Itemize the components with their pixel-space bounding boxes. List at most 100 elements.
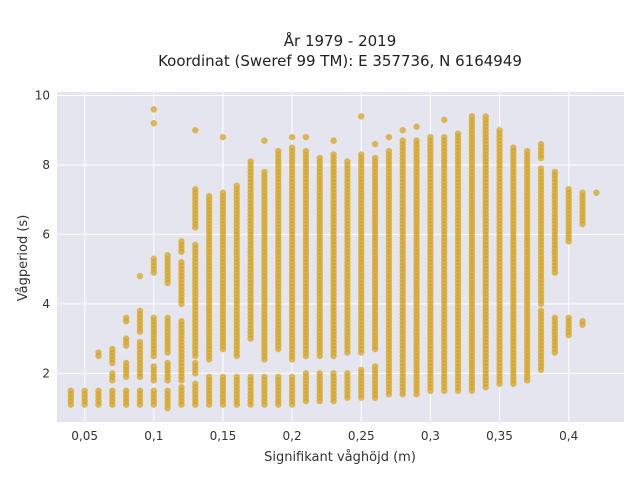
- data-point: [454, 130, 462, 137]
- data-point: [316, 154, 323, 162]
- data-point: [537, 307, 545, 315]
- data-point: [288, 133, 296, 141]
- data-point: [427, 133, 434, 141]
- data-point: [122, 335, 130, 342]
- data-point: [81, 387, 88, 394]
- x-tick-label: 0,35: [486, 429, 513, 443]
- data-point: [150, 387, 157, 394]
- data-point: [330, 370, 337, 377]
- data-point: [109, 387, 116, 394]
- x-tick-label: 0,05: [71, 429, 98, 443]
- data-point: [371, 140, 379, 148]
- y-tick-label: 8: [42, 158, 50, 172]
- data-point: [150, 363, 157, 370]
- data-point: [288, 373, 296, 381]
- data-point: [233, 373, 240, 381]
- data-point: [413, 123, 420, 130]
- data-point: [136, 387, 144, 394]
- data-point: [482, 113, 489, 120]
- data-point: [385, 147, 393, 155]
- data-point: [593, 189, 600, 196]
- x-tick-label: 0,2: [283, 429, 302, 443]
- data-point: [150, 255, 157, 262]
- data-point: [288, 144, 296, 151]
- x-tick-label: 0,3: [421, 429, 440, 443]
- data-point: [164, 387, 171, 394]
- data-point: [219, 133, 227, 141]
- data-point: [551, 168, 559, 176]
- y-tick-label: 6: [42, 227, 50, 241]
- data-point: [344, 370, 351, 377]
- data-point: [358, 151, 365, 158]
- data-point: [261, 168, 268, 176]
- data-point: [358, 113, 365, 120]
- x-tick-label: 0,1: [144, 429, 163, 443]
- data-point: [136, 307, 144, 315]
- data-point: [67, 387, 75, 394]
- data-point: [371, 154, 379, 162]
- data-point: [95, 349, 102, 356]
- data-point: [510, 144, 517, 151]
- x-tick-label: 0,4: [559, 429, 578, 443]
- chart-title-line-2: Koordinat (Sweref 99 TM): E 357736, N 61…: [158, 52, 522, 70]
- data-point: [164, 252, 171, 259]
- data-point: [178, 259, 185, 266]
- data-point: [344, 158, 351, 165]
- data-point: [468, 113, 476, 120]
- y-tick-labels: 2 4 6 8 10: [35, 88, 50, 380]
- x-tick-label: 0,25: [348, 429, 375, 443]
- data-point: [178, 238, 185, 245]
- data-point: [192, 241, 199, 249]
- data-point: [261, 137, 268, 144]
- data-point: [150, 120, 157, 127]
- data-point: [219, 189, 227, 196]
- data-point: [219, 373, 227, 381]
- data-point: [399, 127, 406, 134]
- data-point: [330, 151, 337, 158]
- data-point: [579, 318, 586, 325]
- data-point: [136, 338, 144, 346]
- data-point: [579, 189, 586, 196]
- data-point: [261, 373, 268, 381]
- data-point: [122, 314, 130, 321]
- data-point: [565, 314, 572, 321]
- y-tick-label: 4: [42, 297, 50, 311]
- x-tick-labels: 0,05 0,1 0,15 0,2 0,25 0,3 0,35 0,4: [71, 429, 578, 443]
- data-point: [441, 133, 448, 141]
- data-point: [150, 314, 157, 321]
- data-point: [164, 359, 171, 367]
- data-point: [399, 137, 406, 144]
- data-point: [385, 133, 393, 141]
- chart-title-line-1: År 1979 - 2019: [284, 31, 397, 50]
- x-axis-label: Signifikant våghöjd (m): [264, 450, 416, 465]
- y-axis-label: Vågperiod (s): [16, 215, 31, 302]
- data-point: [316, 370, 323, 377]
- data-point: [233, 182, 240, 189]
- data-point: [551, 314, 559, 321]
- data-point: [109, 370, 116, 377]
- data-point: [192, 359, 199, 367]
- data-point: [122, 387, 130, 394]
- data-point: [178, 384, 185, 391]
- data-point: [247, 158, 254, 165]
- data-point: [302, 370, 310, 377]
- data-points: [67, 106, 600, 412]
- data-point: [275, 147, 282, 155]
- data-point: [537, 140, 545, 148]
- data-point: [537, 165, 545, 172]
- y-tick-label: 2: [42, 366, 50, 380]
- x-tick-label: 0,15: [210, 429, 237, 443]
- data-point: [565, 186, 572, 193]
- data-point: [136, 272, 144, 280]
- y-tick-label: 10: [35, 88, 50, 102]
- data-point: [330, 137, 337, 144]
- data-point: [192, 127, 199, 134]
- data-point: [109, 345, 116, 353]
- data-point: [413, 137, 420, 144]
- data-point: [275, 373, 282, 381]
- data-point: [205, 193, 213, 200]
- data-point: [205, 373, 213, 381]
- data-point: [95, 387, 102, 394]
- data-point: [164, 314, 171, 321]
